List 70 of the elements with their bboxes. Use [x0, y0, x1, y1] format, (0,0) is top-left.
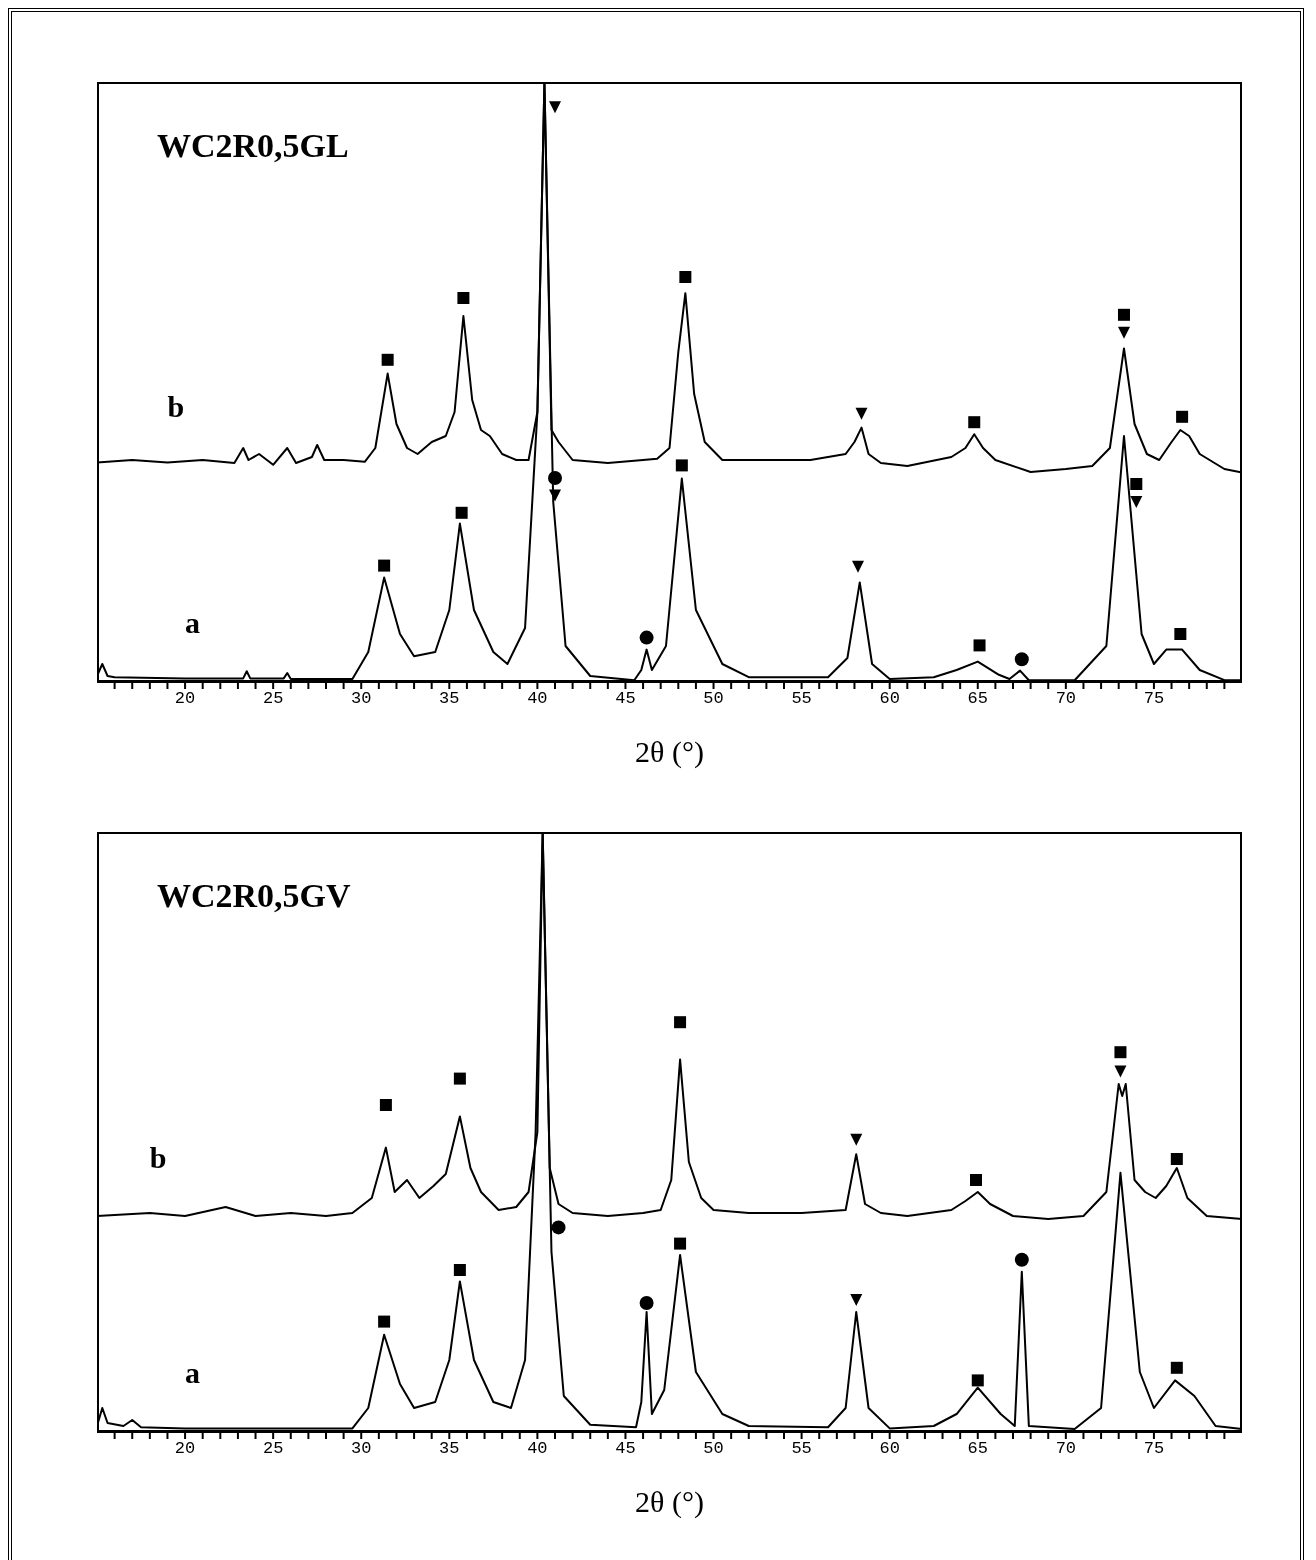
point — [850, 1294, 863, 1306]
point — [973, 639, 986, 652]
point — [639, 630, 654, 645]
x-tick-label: 60 — [879, 1439, 900, 1459]
point — [1174, 628, 1187, 640]
point — [453, 1072, 466, 1085]
point — [1130, 496, 1143, 508]
x-tick-label: 70 — [1055, 689, 1077, 709]
point — [453, 1264, 466, 1276]
text: WC2R0,5GL — [157, 127, 349, 165]
x-tick-label: 60 — [879, 689, 900, 709]
x-tick-label: 30 — [351, 1439, 372, 1459]
x-tick-label: 55 — [791, 1439, 812, 1459]
series-label: b — [149, 1141, 167, 1174]
series-label: a — [185, 1356, 201, 1390]
point — [1114, 1065, 1127, 1078]
point — [1117, 326, 1130, 339]
x-tick-label: 55 — [791, 689, 812, 709]
point — [971, 1374, 984, 1387]
point — [1176, 410, 1189, 423]
point — [679, 271, 692, 283]
x-tick-label: 75 — [1143, 1439, 1165, 1459]
point — [549, 489, 561, 502]
point — [548, 471, 562, 485]
point — [378, 559, 391, 572]
x-tick-label: 50 — [703, 1439, 724, 1459]
x-tick-label: 65 — [967, 1439, 988, 1459]
point — [855, 407, 868, 420]
series-label: a — [185, 606, 201, 640]
point — [378, 1315, 391, 1328]
point — [549, 101, 561, 114]
x-tick-label: 30 — [351, 689, 372, 709]
x-tick-label: 70 — [1055, 1439, 1077, 1459]
x-tick-label: 35 — [439, 689, 460, 709]
point — [674, 1237, 687, 1250]
x-tick-label: 20 — [174, 689, 196, 709]
text: WC2R0,5GV — [157, 877, 351, 915]
x-tick-label: 75 — [1143, 689, 1165, 709]
point — [1117, 308, 1130, 321]
x-axis-title: 2θ (°) — [635, 735, 704, 769]
point — [675, 459, 688, 472]
point — [970, 1174, 983, 1186]
x-tick-label: 25 — [262, 1439, 284, 1459]
point — [1014, 652, 1029, 667]
point — [639, 1296, 654, 1310]
series-label: b — [167, 390, 185, 424]
point — [851, 560, 864, 573]
point — [1130, 478, 1143, 490]
x-tick-label: 40 — [527, 689, 548, 709]
point — [968, 416, 981, 429]
x-tick-label: 45 — [615, 1439, 636, 1459]
x-tick-label: 40 — [527, 1439, 548, 1459]
point — [1014, 1252, 1029, 1267]
point — [379, 1099, 392, 1111]
point — [551, 1220, 566, 1235]
point — [457, 292, 470, 304]
x-tick-label: 45 — [615, 689, 636, 709]
point — [850, 1133, 863, 1146]
x-tick-label: 65 — [967, 689, 988, 709]
point — [381, 353, 394, 366]
point — [674, 1016, 687, 1029]
x-tick-label: 35 — [439, 1439, 460, 1459]
point — [455, 506, 468, 519]
x-tick-label: 20 — [174, 1439, 196, 1459]
point — [1170, 1361, 1183, 1374]
x-tick-label: 50 — [703, 689, 724, 709]
x-axis-title: 2θ (°) — [635, 1485, 704, 1519]
x-tick-label: 25 — [262, 689, 284, 709]
point — [1114, 1046, 1127, 1059]
point — [1170, 1153, 1183, 1165]
